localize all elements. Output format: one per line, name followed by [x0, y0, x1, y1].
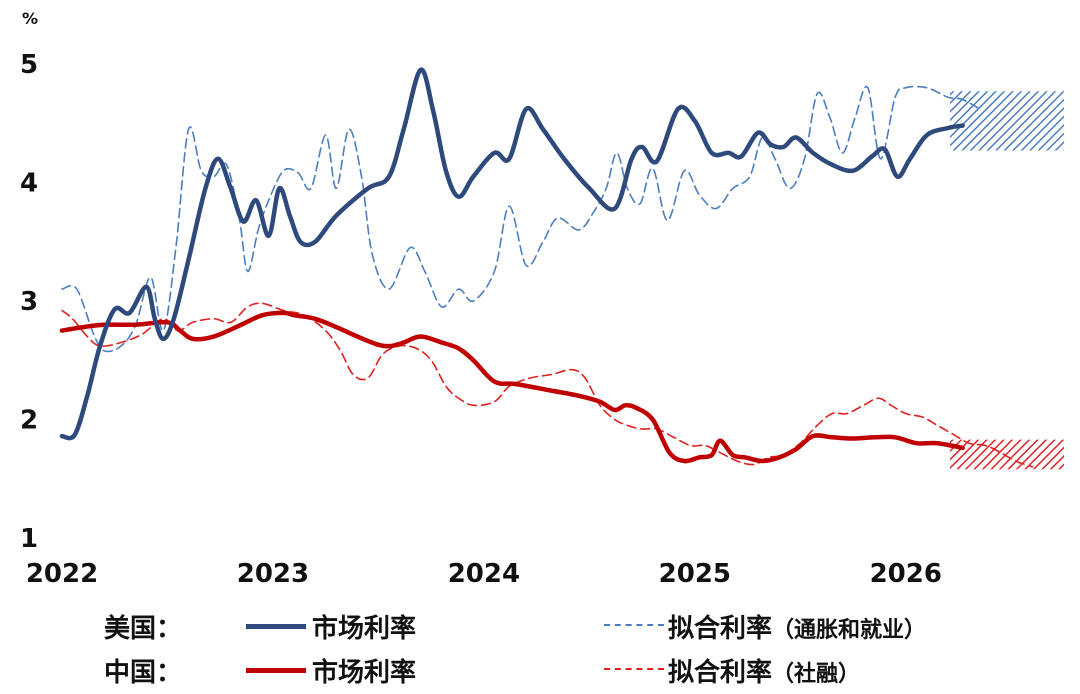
x-tick-label: 2023 [237, 559, 309, 589]
legend-label-cn-fitted-note: （社融） [772, 662, 861, 687]
series-line-us-market [59, 67, 965, 441]
x-tick-label: 2024 [448, 559, 520, 589]
legend-swatch-us-market [246, 624, 306, 629]
rate-chart: % 1 2 3 4 5 2022 2023 2024 2025 2026 [20, 9, 1064, 589]
legend-label-us-market: 市场利率 [312, 614, 417, 644]
y-tick-label: 2 [20, 406, 38, 436]
series-lines [59, 67, 1034, 468]
forecast-band-cn [950, 439, 1064, 470]
y-tick-label: 3 [20, 287, 38, 317]
legend-label-cn-fitted-main: 拟合利率 [668, 658, 773, 688]
series-line-cn-fitted [61, 302, 1034, 468]
forecast-bands [950, 91, 1064, 470]
legend-swatch-cn-fitted [604, 668, 664, 670]
x-axis-ticks: 2022 2023 2024 2025 2026 [26, 559, 942, 589]
series-line-us-fitted [61, 85, 981, 353]
series-line-cn-market [59, 310, 965, 464]
forecast-band-us [950, 91, 1064, 151]
legend-label-us-fitted: 拟合利率（通胀和就业） [668, 608, 926, 645]
legend-country-us: 美国： [104, 614, 183, 644]
y-unit-label: % [22, 9, 38, 28]
legend-label-us-fitted-note: （通胀和就业） [772, 618, 927, 643]
legend-country-cn: 中国： [104, 658, 183, 688]
y-tick-label: 5 [20, 50, 38, 80]
legend-label-cn-market: 市场利率 [312, 658, 417, 688]
legend-row-us: 美国： 市场利率 拟合利率（通胀和就业） [0, 606, 1080, 646]
x-tick-label: 2026 [870, 559, 942, 589]
y-tick-label: 1 [20, 524, 38, 554]
legend-label-cn-fitted: 拟合利率（社融） [668, 652, 860, 689]
legend-row-cn: 中国： 市场利率 拟合利率（社融） [0, 650, 1080, 690]
legend: 美国： 市场利率 拟合利率（通胀和就业） 中国： 市场利率 拟合利率（社融） [0, 600, 1080, 694]
legend-swatch-cn-market [246, 668, 306, 673]
legend-swatch-us-fitted [604, 624, 664, 626]
y-tick-label: 4 [20, 169, 38, 199]
x-tick-label: 2022 [26, 559, 98, 589]
legend-label-us-fitted-main: 拟合利率 [668, 614, 773, 644]
x-tick-label: 2025 [659, 559, 731, 589]
y-axis-ticks: 1 2 3 4 5 [20, 50, 38, 554]
